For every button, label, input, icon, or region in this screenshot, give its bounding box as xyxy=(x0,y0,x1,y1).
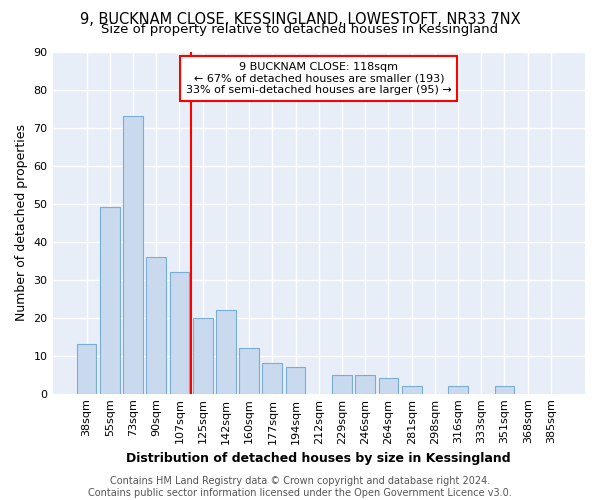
Text: 9, BUCKNAM CLOSE, KESSINGLAND, LOWESTOFT, NR33 7NX: 9, BUCKNAM CLOSE, KESSINGLAND, LOWESTOFT… xyxy=(80,12,520,28)
Text: Size of property relative to detached houses in Kessingland: Size of property relative to detached ho… xyxy=(101,22,499,36)
Text: Contains HM Land Registry data © Crown copyright and database right 2024.
Contai: Contains HM Land Registry data © Crown c… xyxy=(88,476,512,498)
Y-axis label: Number of detached properties: Number of detached properties xyxy=(15,124,28,321)
Bar xyxy=(77,344,97,394)
Bar xyxy=(170,272,190,394)
Bar xyxy=(494,386,514,394)
X-axis label: Distribution of detached houses by size in Kessingland: Distribution of detached houses by size … xyxy=(127,452,511,465)
Bar xyxy=(262,364,282,394)
Text: 9 BUCKNAM CLOSE: 118sqm
← 67% of detached houses are smaller (193)
33% of semi-d: 9 BUCKNAM CLOSE: 118sqm ← 67% of detache… xyxy=(186,62,452,95)
Bar xyxy=(332,374,352,394)
Bar xyxy=(379,378,398,394)
Bar xyxy=(216,310,236,394)
Bar xyxy=(193,318,212,394)
Bar xyxy=(355,374,375,394)
Bar xyxy=(448,386,468,394)
Bar xyxy=(146,257,166,394)
Bar xyxy=(286,367,305,394)
Bar xyxy=(239,348,259,394)
Bar xyxy=(123,116,143,394)
Bar xyxy=(100,208,119,394)
Bar xyxy=(402,386,422,394)
